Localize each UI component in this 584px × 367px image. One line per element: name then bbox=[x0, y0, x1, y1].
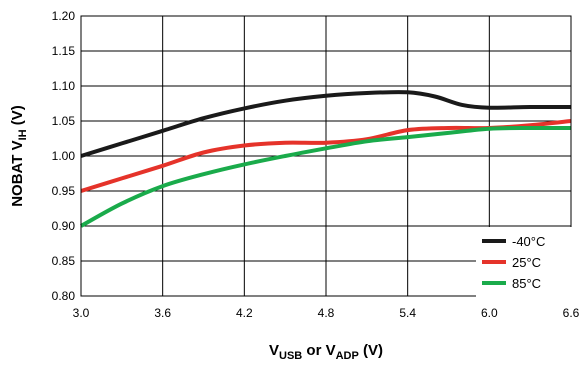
axis-title-part: V bbox=[269, 342, 279, 359]
y-tick-label: 0.95 bbox=[52, 184, 76, 198]
x-axis-title: VUSB or VADP (V) bbox=[269, 342, 383, 362]
legend: -40°C 25°C 85°C bbox=[476, 227, 572, 300]
x-tick-label: 4.8 bbox=[318, 306, 335, 320]
axis-title-part: (V) bbox=[9, 105, 26, 129]
y-tick-label: 0.85 bbox=[52, 254, 76, 268]
x-tick-label: 5.4 bbox=[399, 306, 416, 320]
y-tick-label: 1.20 bbox=[52, 9, 76, 23]
y-tick-labels: 0.80 0.85 0.90 0.95 1.00 1.05 1.10 1.15 1.20 bbox=[52, 9, 76, 303]
x-tick-label: 6.0 bbox=[481, 306, 498, 320]
y-tick-label: 1.05 bbox=[52, 114, 76, 128]
legend-label-0: -40°C bbox=[512, 234, 545, 249]
y-tick-label: 1.15 bbox=[52, 44, 76, 58]
series-lines bbox=[80, 90, 572, 228]
axis-title-part: NOBAT V bbox=[9, 140, 26, 206]
x-tick-label: 3.0 bbox=[73, 306, 90, 320]
axis-title-part: (V) bbox=[359, 342, 383, 359]
axis-title-subscript: ADP bbox=[336, 350, 359, 362]
plot-border bbox=[80, 15, 572, 297]
y-tick-label: 0.90 bbox=[52, 219, 76, 233]
axis-title-part: or V bbox=[302, 342, 335, 359]
y-tick-label: 1.00 bbox=[52, 149, 76, 163]
axis-title-subscript: USB bbox=[279, 350, 302, 362]
legend-label-1: 25°C bbox=[512, 255, 541, 270]
x-tick-labels: 3.0 3.6 4.2 4.8 5.4 6.0 6.6 bbox=[73, 306, 580, 320]
axis-title-subscript: IH bbox=[17, 129, 29, 140]
legend-label-2: 85°C bbox=[512, 276, 541, 291]
y-tick-label: 0.80 bbox=[52, 289, 76, 303]
grid bbox=[80, 15, 572, 297]
series-line-0 bbox=[80, 90, 572, 158]
series-line-2 bbox=[80, 125, 572, 228]
y-tick-label: 1.10 bbox=[52, 79, 76, 93]
plot-frame bbox=[80, 15, 572, 297]
y-axis-title: NOBAT VIH (V) bbox=[9, 105, 29, 207]
x-tick-label: 4.2 bbox=[236, 306, 253, 320]
x-tick-label: 6.6 bbox=[563, 306, 580, 320]
x-tick-label: 3.6 bbox=[154, 306, 171, 320]
